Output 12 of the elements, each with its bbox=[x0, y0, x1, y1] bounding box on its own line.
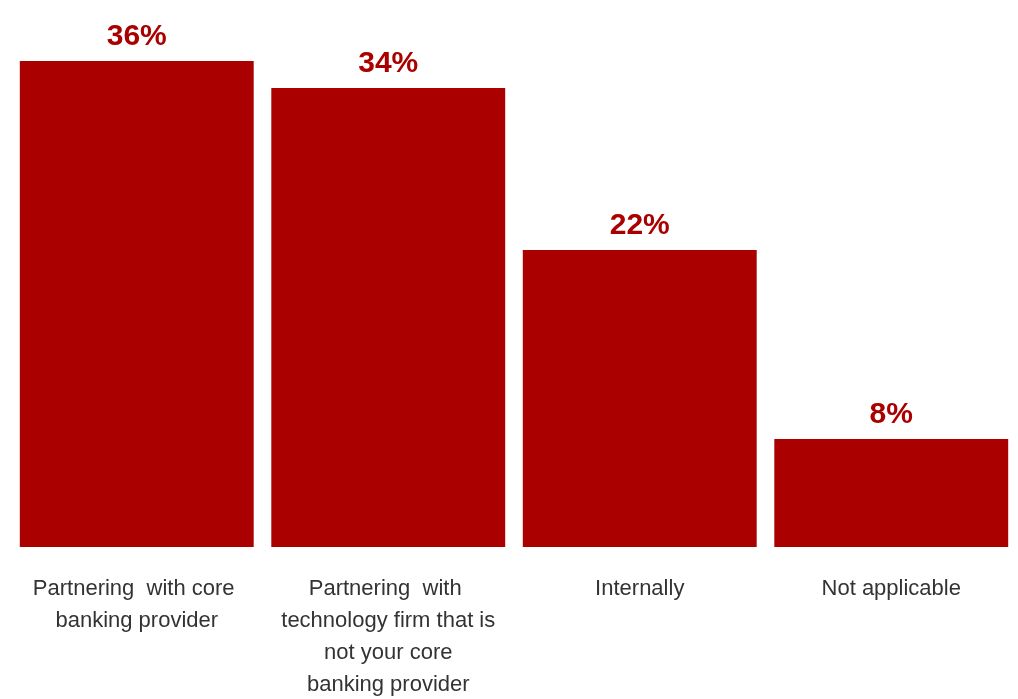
data-label: 8% bbox=[869, 395, 913, 429]
bar bbox=[19, 61, 254, 547]
x-tick-label: Partnering with technology firm that is not your core banking provider bbox=[281, 574, 496, 696]
x-tick-label: Not applicable bbox=[821, 574, 961, 600]
x-tick-label: Partnering with core banking provider bbox=[32, 574, 241, 632]
data-label: 22% bbox=[609, 206, 670, 240]
data-label: 34% bbox=[358, 44, 419, 78]
bar bbox=[522, 250, 757, 547]
x-tick-label: Internally bbox=[595, 574, 685, 600]
bar bbox=[271, 88, 506, 547]
bar bbox=[774, 439, 1009, 547]
data-label: 36% bbox=[106, 17, 167, 51]
